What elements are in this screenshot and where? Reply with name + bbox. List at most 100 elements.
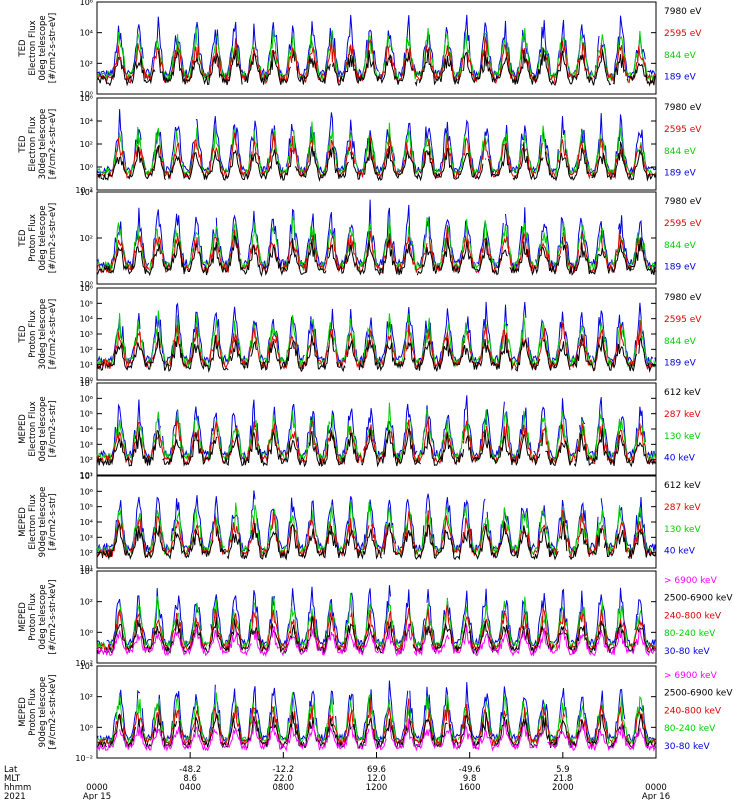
y-tick-label: 10⁵ — [80, 299, 93, 308]
legend-entry: 844 eV — [664, 337, 697, 347]
x-axis-value: Apr 15 — [83, 792, 111, 800]
series-trace-4 — [96, 234, 657, 278]
x-axis-row-label: hhmm — [4, 783, 31, 793]
y-tick-label: 10⁴ — [80, 662, 93, 671]
panel-4: 10⁰ 10¹ 10² 10³ 10⁴ 10⁵ 10⁶ TED Proton Flux 30deg… — [18, 284, 702, 385]
panel-1: 10⁰ 10² 10⁴ 10⁶ TED Electron Flux 0deg telesco… — [18, 0, 702, 99]
y-axis-label-line: TED — [18, 325, 28, 344]
x-axis-value: 1600 — [459, 783, 481, 793]
y-axis-label-line: Electron Flux — [28, 20, 38, 75]
y-tick-label: 10¹ — [80, 361, 93, 370]
y-tick-label: 10² — [80, 693, 93, 702]
y-tick-label: 10² — [80, 234, 93, 243]
series-trace-5 — [96, 718, 657, 752]
panel-frame — [96, 1, 657, 95]
y-axis-label-line: 30deg telescope — [38, 299, 48, 370]
legend-entry: 240-800 keV — [664, 706, 722, 716]
y-tick-label: 10⁻² — [75, 659, 93, 668]
x-axis-value: -12.2 — [272, 765, 294, 775]
y-tick-label: 10¹ — [80, 564, 93, 573]
legend-entry: 240-800 keV — [664, 611, 722, 621]
y-axis-label-line: [#/cm2-s-str-eV] — [48, 13, 58, 83]
y-tick-label: 10² — [80, 549, 93, 558]
y-tick-label: 10³ — [80, 440, 93, 449]
legend-entry: 189 eV — [664, 169, 697, 179]
y-axis-label-line: MEPED — [18, 507, 28, 537]
y-axis-label-line: Electron Flux — [28, 494, 38, 549]
y-tick-label: 10⁶ — [80, 284, 93, 293]
y-axis-label-line: 0deg telescope — [38, 396, 48, 461]
y-tick-label: 10⁵ — [80, 503, 93, 512]
y-tick-label: 10⁴ — [80, 425, 93, 434]
y-tick-label: 10⁵ — [80, 410, 93, 419]
y-tick-label: 10⁴ — [80, 518, 93, 527]
y-axis-label-line: TED — [18, 135, 28, 154]
legend-entry: 844 eV — [664, 51, 697, 61]
y-tick-label: 10⁰ — [80, 376, 93, 385]
y-tick-label: 10⁷ — [80, 379, 93, 388]
legend-entry: 2595 eV — [664, 219, 702, 229]
legend-entry: 2500-6900 keV — [664, 594, 733, 604]
y-tick-label: 10⁴ — [80, 188, 93, 197]
y-tick-label: 10⁰ — [80, 90, 93, 99]
y-tick-label: 10⁴ — [80, 29, 93, 38]
y-axis-label-line: [#/cm2-s-str-keV] — [48, 675, 58, 750]
y-tick-label: 10⁴ — [80, 567, 93, 576]
legend-entry: 189 eV — [664, 359, 697, 369]
legend-entry: 844 eV — [664, 241, 697, 251]
x-axis-value: 8.6 — [183, 774, 197, 784]
legend-entry: 40 keV — [664, 454, 696, 464]
y-axis-label-line: TED — [18, 39, 28, 58]
legend-entry: 844 eV — [664, 147, 697, 157]
x-axis-value: 69.6 — [367, 765, 386, 775]
y-axis-label-line: Proton Flux — [28, 214, 38, 262]
x-axis-row-label: MLT — [4, 774, 21, 784]
x-axis-value: 0800 — [273, 783, 295, 793]
y-axis-label-line: [#/cm2-s-str-keV] — [48, 580, 58, 655]
x-axis-value: 2000 — [552, 783, 574, 793]
legend-entry: 189 eV — [664, 263, 697, 273]
y-tick-label: 10⁰ — [80, 280, 93, 289]
y-axis-label-line: 0deg telescope — [38, 15, 48, 80]
y-tick-label: 10⁴ — [80, 117, 93, 126]
y-axis-label-line: [#/cm2-s-str-eV] — [48, 203, 58, 273]
y-tick-label: 10⁶ — [80, 487, 93, 496]
y-axis-label-line: Electron Flux — [28, 116, 38, 171]
y-tick-label: 10² — [80, 140, 93, 149]
x-axis-value: Apr 16 — [642, 792, 670, 800]
y-axis-label-line: Electron Flux — [28, 401, 38, 456]
y-axis-label-line: Proton Flux — [28, 310, 38, 358]
y-axis-label-line: 0deg telescope — [38, 584, 48, 649]
x-axis-value: 12.0 — [367, 774, 386, 784]
x-axis-value: 22.0 — [274, 774, 293, 784]
panel-frame — [96, 191, 657, 285]
x-axis-value: -48.2 — [179, 765, 201, 775]
series-trace-4 — [96, 331, 657, 373]
legend-entry: > 6900 keV — [664, 671, 718, 681]
series-trace-4 — [96, 48, 656, 87]
panel-2: 10⁻² 10⁰ 10² 10⁴ 10⁶ TED Electron Flux 30deg te… — [18, 94, 702, 195]
y-axis-label-line: 30deg telescope — [38, 109, 48, 180]
legend-entry: 80-240 keV — [664, 629, 716, 639]
legend-entry: 189 eV — [664, 73, 697, 83]
y-tick-label: 10² — [80, 456, 93, 465]
y-axis-label-line: MEPED — [18, 414, 28, 444]
panel-6: 10¹ 10² 10³ 10⁴ 10⁵ 10⁶ 10⁷ MEPED Electron Flux 9… — [18, 472, 701, 573]
y-tick-label: 10² — [80, 59, 93, 68]
y-tick-label: 10⁷ — [80, 472, 93, 481]
y-axis-label-line: MEPED — [18, 602, 28, 632]
y-axis-label-line: 90deg telescope — [38, 487, 48, 558]
legend-entry: 40 keV — [664, 547, 696, 557]
legend-entry: 7980 eV — [664, 103, 702, 113]
series-trace-2 — [96, 216, 657, 272]
legend-entry: 612 keV — [664, 388, 701, 398]
legend-entry: > 6900 keV — [664, 576, 718, 586]
legend-entry: 130 keV — [664, 432, 701, 442]
y-tick-label: 10³ — [80, 330, 93, 339]
y-axis-label-line: [#/cm2-s-str-eV] — [48, 299, 58, 369]
series-trace-4 — [96, 521, 657, 561]
y-axis-label-line: [#/cm2-s-str-eV] — [48, 109, 58, 179]
